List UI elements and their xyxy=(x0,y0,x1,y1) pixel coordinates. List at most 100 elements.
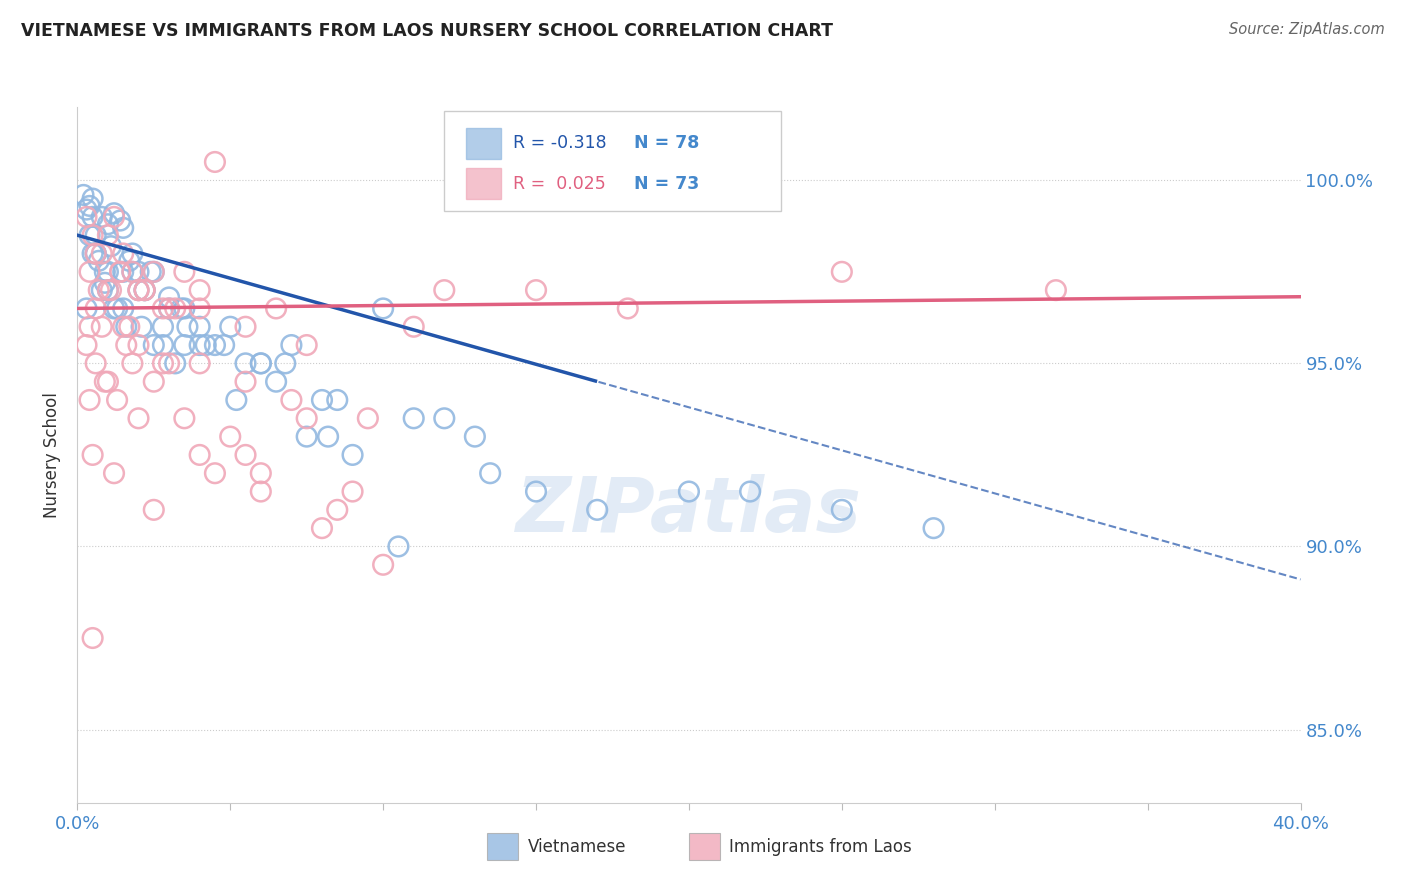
Point xyxy=(105,392,128,407)
Point xyxy=(76,338,98,352)
Point xyxy=(112,220,135,235)
Text: N = 73: N = 73 xyxy=(634,175,699,193)
Point xyxy=(402,411,425,425)
Point xyxy=(128,411,150,425)
Point xyxy=(142,338,165,352)
Point xyxy=(152,356,174,370)
Point xyxy=(235,356,257,370)
FancyBboxPatch shape xyxy=(486,833,517,860)
Point xyxy=(316,429,339,443)
Point xyxy=(134,283,156,297)
Point xyxy=(524,484,547,499)
Point xyxy=(235,448,257,462)
Point xyxy=(586,503,609,517)
Point xyxy=(311,392,333,407)
Point xyxy=(250,356,273,370)
Point xyxy=(1045,283,1067,297)
Point xyxy=(84,246,107,260)
Point xyxy=(90,319,112,334)
Point xyxy=(115,338,138,352)
Point xyxy=(128,283,150,297)
Point xyxy=(112,265,135,279)
Point xyxy=(128,283,150,297)
Point xyxy=(280,392,302,407)
Point xyxy=(82,246,104,260)
Point xyxy=(97,283,120,297)
Point xyxy=(173,265,195,279)
Point xyxy=(97,228,120,243)
Point xyxy=(250,484,273,499)
Point xyxy=(157,356,180,370)
Point xyxy=(112,301,135,316)
Point xyxy=(72,188,94,202)
Point xyxy=(79,199,101,213)
Point xyxy=(250,356,273,370)
Point xyxy=(479,467,502,481)
Point xyxy=(131,319,153,334)
Text: VIETNAMESE VS IMMIGRANTS FROM LAOS NURSERY SCHOOL CORRELATION CHART: VIETNAMESE VS IMMIGRANTS FROM LAOS NURSE… xyxy=(21,22,834,40)
Point xyxy=(157,290,180,304)
Point xyxy=(118,319,141,334)
Point xyxy=(82,210,104,224)
Point xyxy=(170,301,193,316)
Point xyxy=(84,246,107,260)
Point xyxy=(342,484,364,499)
Point xyxy=(112,246,135,260)
Point xyxy=(134,283,156,297)
Point xyxy=(922,521,945,535)
Point xyxy=(142,265,165,279)
Point xyxy=(235,319,257,334)
Point xyxy=(84,228,107,243)
Point xyxy=(79,319,101,334)
Point xyxy=(121,246,143,260)
Point xyxy=(357,411,380,425)
Point xyxy=(94,276,117,290)
Point xyxy=(188,356,211,370)
Point xyxy=(204,338,226,352)
Point xyxy=(212,338,235,352)
Point xyxy=(142,375,165,389)
Point xyxy=(134,283,156,297)
Point xyxy=(103,301,125,316)
Point xyxy=(82,192,104,206)
Point xyxy=(371,301,394,316)
Point xyxy=(128,283,150,297)
Point xyxy=(188,448,211,462)
Y-axis label: Nursery School: Nursery School xyxy=(44,392,62,518)
Point xyxy=(103,206,125,220)
Point xyxy=(402,319,425,334)
Point xyxy=(173,411,195,425)
Point xyxy=(204,155,226,169)
Text: ZIPatlas: ZIPatlas xyxy=(516,474,862,548)
Point xyxy=(173,338,195,352)
Point xyxy=(84,246,107,260)
Point xyxy=(76,210,98,224)
Point xyxy=(204,467,226,481)
Point xyxy=(118,253,141,268)
Text: R = -0.318: R = -0.318 xyxy=(513,134,606,153)
Point xyxy=(128,338,150,352)
Point xyxy=(87,283,110,297)
Point xyxy=(280,338,302,352)
Point xyxy=(108,213,131,227)
Text: Source: ZipAtlas.com: Source: ZipAtlas.com xyxy=(1229,22,1385,37)
Point xyxy=(617,301,640,316)
Point xyxy=(387,540,409,554)
Text: N = 78: N = 78 xyxy=(634,134,699,153)
Point xyxy=(188,301,211,316)
Point xyxy=(219,319,242,334)
Text: Immigrants from Laos: Immigrants from Laos xyxy=(730,838,912,855)
Point xyxy=(464,429,486,443)
FancyBboxPatch shape xyxy=(467,128,501,159)
Point xyxy=(112,319,135,334)
Point xyxy=(82,228,104,243)
Point xyxy=(90,246,112,260)
Point xyxy=(831,265,853,279)
Point xyxy=(84,356,107,370)
Point xyxy=(97,375,120,389)
Point xyxy=(152,338,174,352)
Point xyxy=(165,356,187,370)
Point xyxy=(176,319,198,334)
Point xyxy=(157,301,180,316)
Point xyxy=(194,338,217,352)
